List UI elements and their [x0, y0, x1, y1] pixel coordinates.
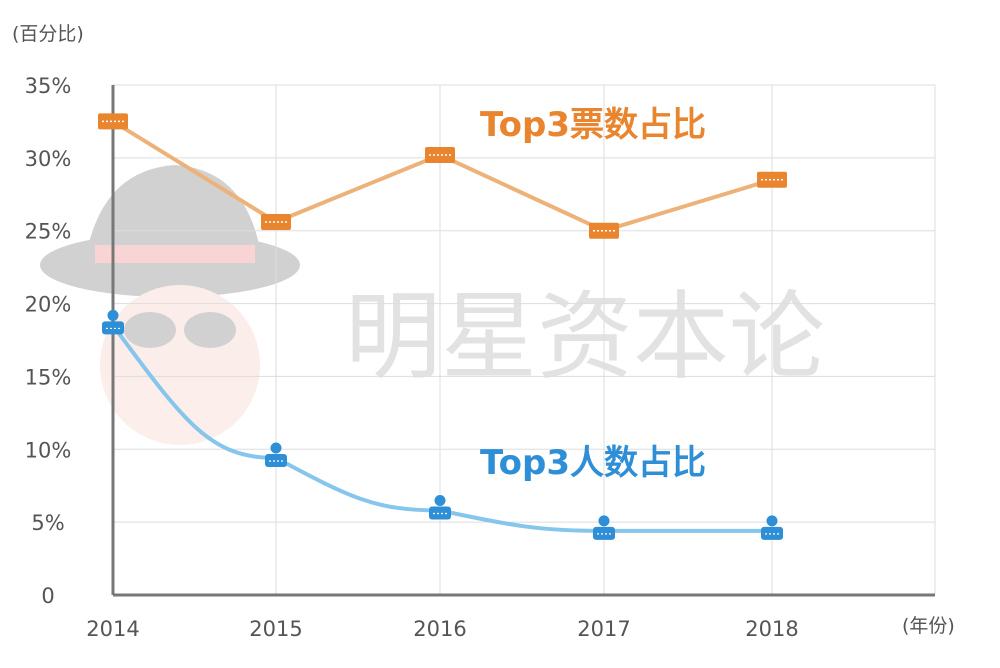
series-votes	[98, 113, 787, 239]
series	[98, 113, 787, 540]
axes	[111, 85, 935, 597]
data-point	[593, 515, 615, 540]
y-tick-label: 15%	[25, 365, 72, 389]
x-tick-label: 2015	[249, 617, 302, 641]
x-tick-label: 2016	[413, 617, 466, 641]
x-tick-label: 2018	[745, 617, 798, 641]
series-label-votes: Top3票数占比	[480, 105, 706, 145]
data-point	[589, 222, 619, 239]
y-tick-labels: 0 5% 10% 15% 20% 25% 30% 35%	[25, 74, 72, 608]
series-line	[111, 324, 772, 533]
y-tick-label: 35%	[25, 74, 72, 98]
data-point	[102, 309, 124, 335]
x-axis-unit: (年份)	[902, 615, 955, 637]
data-point	[429, 494, 451, 520]
data-point	[261, 213, 291, 230]
watermark: 明星资本论	[40, 165, 825, 445]
x-tick-labels: 2014 2015 2016 2017 2018	[86, 617, 798, 641]
detective-hat-logo-icon	[40, 165, 300, 445]
y-tick-label: 5%	[31, 511, 64, 535]
data-point	[425, 146, 455, 163]
y-tick-label: 10%	[25, 438, 72, 462]
y-tick-label: 20%	[25, 293, 72, 317]
x-tick-label: 2014	[86, 617, 139, 641]
series-label-people: Top3人数占比	[480, 443, 706, 483]
y-tick-label: 25%	[25, 220, 72, 244]
data-point	[757, 171, 787, 188]
x-tick-label: 2017	[577, 617, 630, 641]
data-point	[265, 442, 287, 468]
data-point	[98, 113, 128, 130]
y-tick-label: 0	[41, 584, 54, 608]
series-people	[102, 309, 783, 540]
y-tick-label: 30%	[25, 147, 72, 171]
watermark-text: 明星资本论	[345, 281, 825, 393]
y-axis-unit: (百分比)	[12, 23, 84, 45]
data-point	[761, 515, 783, 540]
